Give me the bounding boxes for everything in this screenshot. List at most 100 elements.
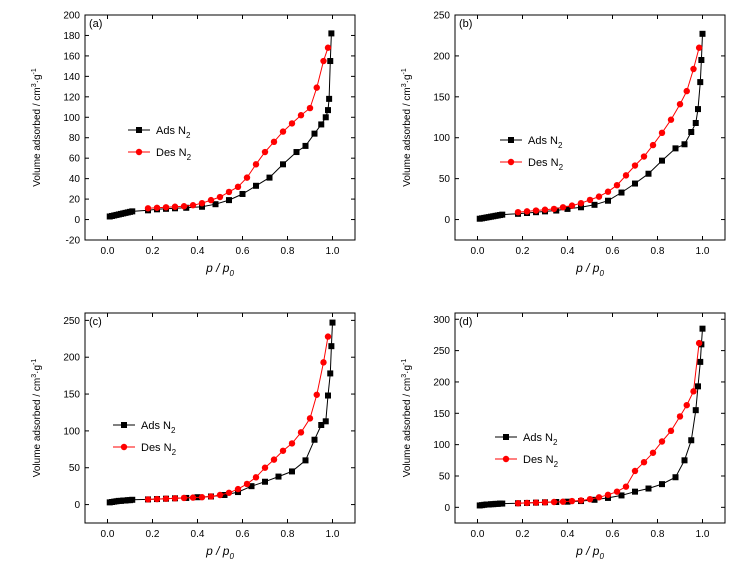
y-tick-label: 40 [69,174,81,185]
data-point-ads [325,392,331,399]
y-tick-label: 80 [69,133,81,144]
data-point-ads [695,383,701,390]
panel-label: (b) [459,18,472,30]
y-tick-label: 0 [74,500,80,511]
y-tick-label: 200 [63,353,80,364]
data-point-des [676,413,684,420]
x-tick-label: 0.4 [191,246,205,257]
data-point-des [120,443,128,451]
data-point-des [225,188,233,196]
legend: Ads N2 Des N2 [495,432,559,469]
y-tick-label: 140 [63,72,80,83]
data-point-des [234,183,242,191]
data-point-ads [591,201,598,208]
data-point-des [261,464,269,471]
data-point-des [550,498,558,506]
x-tick-label: 0.6 [606,246,620,257]
data-point-des [313,391,320,398]
chart-panel: 0.0 0.2 0.4 0.6 0.8 1.0 0 50 100 150 200 250 300 (d) V… [401,312,726,561]
panel-label: (a) [89,18,102,30]
chart-panel: 0.0 0.2 0.4 0.6 0.8 1.0 0 50 100 150 200 250 (b) Volu… [401,11,726,278]
x-tick-label: 1.0 [326,529,340,540]
x-tick-label: 0.2 [146,529,160,540]
legend: Ads N2 Des N2 [128,125,192,162]
data-point-des [523,208,531,215]
legend-label-ads: Ads N2 [141,420,176,435]
x-tick-label: 0.0 [471,246,485,257]
y-tick-label: 150 [63,390,80,401]
data-point-des [279,447,287,454]
data-point-des [577,497,585,504]
data-point-des [320,359,327,366]
data-point-ads [275,473,282,480]
data-point-des [559,498,567,505]
x-axis-label: p / p0 [205,544,234,561]
y-tick-label: 250 [433,11,450,22]
data-point-ads [322,114,329,121]
x-tick-label: 0.0 [101,529,115,540]
y-tick-label: 300 [433,315,450,326]
data-point-des [695,339,703,347]
data-point-des [162,495,170,502]
y-tick-label: 50 [439,471,451,482]
data-point-des [216,491,224,499]
x-tick-label: 0.6 [606,529,620,540]
data-point-des [198,199,206,207]
y-tick-label: 250 [433,346,450,357]
y-axis-label: Volume adsorbed / cm3·g-1 [401,359,413,478]
y-axis-label: Volume adsorbed / cm3·g-1 [31,68,43,187]
data-point-ads [692,407,699,414]
data-point-des [595,494,603,501]
y-tick-label: 160 [63,51,80,62]
data-point-des [234,485,242,493]
data-point-des [171,495,179,502]
y-tick-label: 100 [63,113,80,124]
data-point-ads [253,182,259,189]
data-point-des [279,128,287,135]
data-point-des [324,44,332,51]
data-point-des [198,494,206,501]
data-point-des [532,207,540,214]
data-point-des [523,499,531,507]
y-tick-label: 0 [444,503,450,514]
data-point-des [595,193,603,200]
data-point-ads [698,57,705,63]
data-point-ads [697,358,704,365]
chart-panel: 0.0 0.2 0.4 0.6 0.8 1.0 0 50 100 150 200 250 (c) Volu… [31,312,356,561]
data-point-des [207,493,215,500]
data-point-ads [302,142,309,149]
legend: Ads N2 Des N2 [500,135,564,172]
x-tick-label: 0.0 [101,246,115,257]
data-point-des [207,196,215,204]
data-point-des [306,415,314,422]
data-point-ads [322,418,329,425]
data-point-des [631,162,639,169]
data-point-des [144,205,152,212]
data-point-des [225,489,233,496]
data-point-des [541,206,549,213]
data-point-des [640,458,648,466]
data-point-des [288,120,296,127]
y-tick-label: 250 [63,316,80,327]
data-point-des [541,499,549,506]
data-point-des [658,129,666,137]
y-tick-label: 100 [63,426,80,437]
data-point-des [313,84,320,91]
y-tick-label: 20 [69,195,81,206]
data-point-des [613,488,621,495]
data-point-ads [672,145,679,152]
data-point-ads [632,180,638,187]
data-point-ads [692,120,699,126]
data-point-ads [327,58,334,65]
data-point-ads [311,130,318,137]
data-point-des [297,429,305,436]
data-point-ads [302,457,309,464]
data-point-ads [325,107,331,114]
data-point-ads [605,197,611,204]
data-point-des [667,116,675,123]
data-point-des [153,204,161,211]
data-point-des [270,138,278,146]
data-point-ads [199,203,205,210]
y-tick-label: 200 [63,11,80,22]
y-tick-label: 150 [433,92,450,103]
